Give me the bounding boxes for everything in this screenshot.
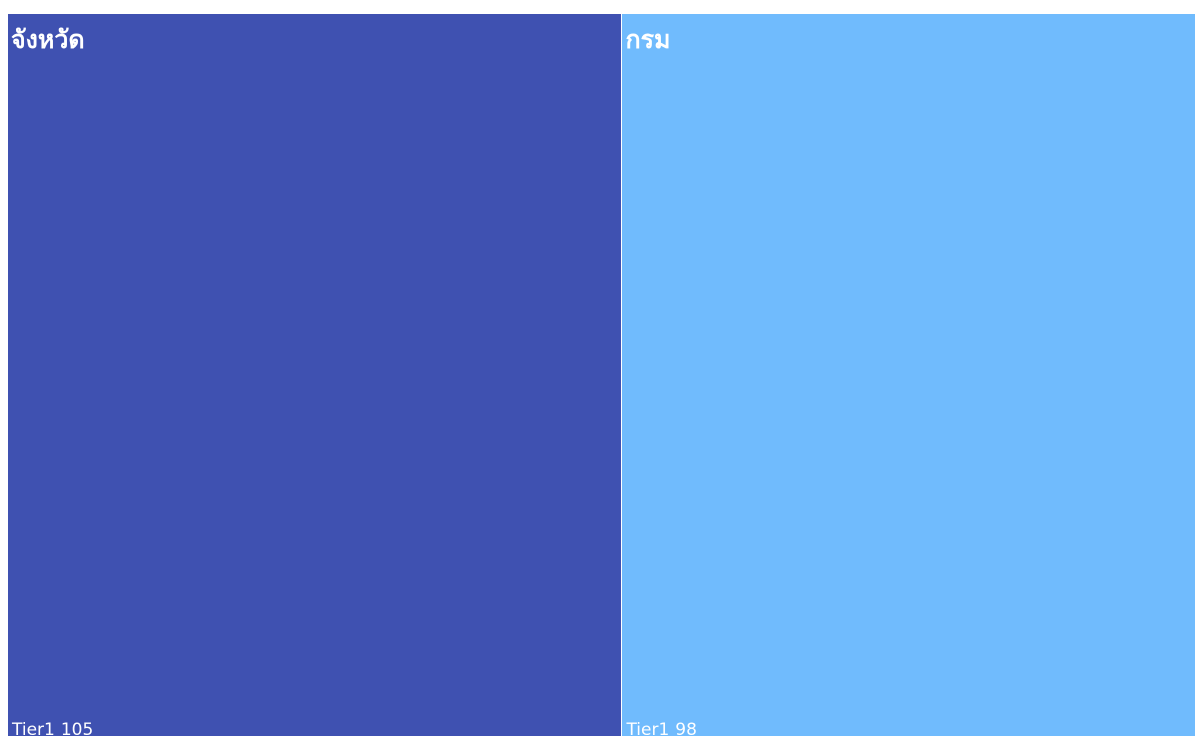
- treemap-chart: จังหวัด Tier1 105 กรม Tier1 98: [8, 14, 1195, 736]
- tile-sublabel: Tier1: [12, 719, 55, 736]
- tile-label: จังหวัด: [11, 25, 85, 54]
- tile-value: 105: [60, 719, 94, 736]
- tile-value-label: Tier1 105: [12, 720, 93, 736]
- treemap-tile-2[interactable]: กรม Tier1 98: [622, 14, 1195, 736]
- tile-label: กรม: [625, 25, 671, 54]
- treemap-tile-1[interactable]: จังหวัด Tier1 105: [8, 14, 622, 736]
- tile-sublabel: Tier1: [626, 719, 670, 736]
- tile-value: 98: [675, 719, 697, 736]
- tile-value-label: Tier1 98: [626, 720, 697, 736]
